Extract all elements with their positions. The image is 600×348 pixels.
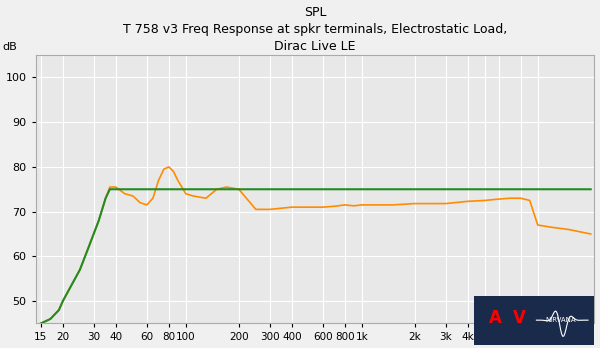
Text: dB: dB xyxy=(2,42,17,53)
Text: A: A xyxy=(489,309,502,327)
Text: NIRVANA: NIRVANA xyxy=(545,317,576,323)
Title: SPL
T 758 v3 Freq Response at spkr terminals, Electrostatic Load,
Dirac Live LE: SPL T 758 v3 Freq Response at spkr termi… xyxy=(123,6,507,53)
Text: V: V xyxy=(513,309,526,327)
